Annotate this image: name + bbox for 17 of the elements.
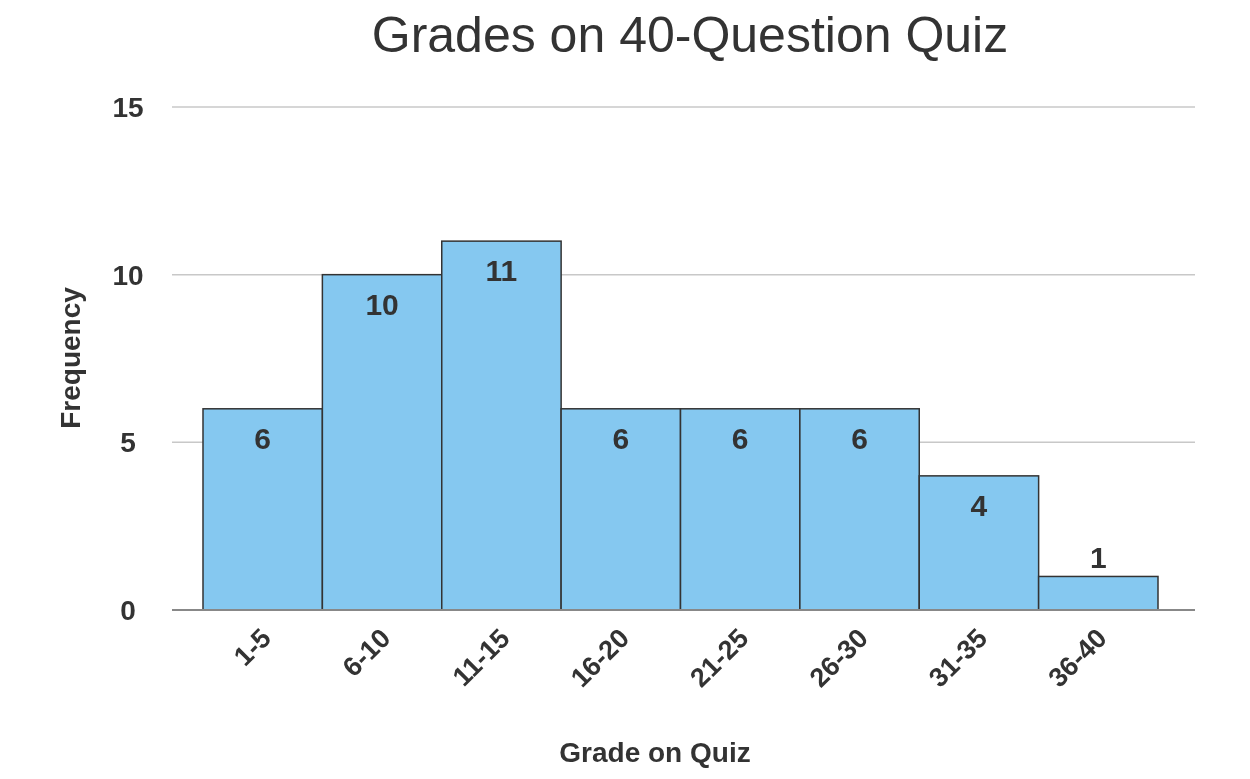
y-tick-label: 5 <box>120 427 136 459</box>
x-tick-label: 6-10 <box>336 623 397 683</box>
x-tick-label: 1-5 <box>228 623 277 672</box>
y-tick-label: 15 <box>112 92 144 123</box>
data-label: 11 <box>485 254 518 288</box>
data-label: 6 <box>254 421 272 455</box>
y-tick-label: 10 <box>112 259 144 291</box>
x-axis-title: Grade on Quiz <box>559 737 751 768</box>
data-label: 6 <box>731 421 749 455</box>
y-tick-label: 0 <box>120 595 136 626</box>
data-label: 10 <box>365 287 399 321</box>
data-label: 4 <box>970 488 988 522</box>
y-axis-title: Frequency <box>55 286 86 429</box>
data-label: 1 <box>1089 541 1107 575</box>
data-label: 6 <box>851 421 868 455</box>
chart-title: Grades on 40-Question Quiz <box>371 7 1009 63</box>
data-label: 6 <box>612 421 630 455</box>
